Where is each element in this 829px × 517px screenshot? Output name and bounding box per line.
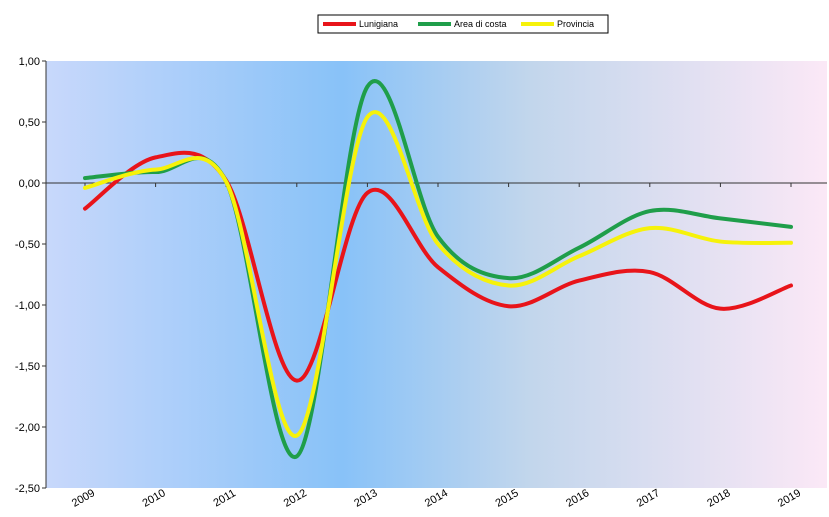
legend-label-provincia: Provincia (557, 19, 594, 29)
y-tick-label: -2,50 (15, 483, 40, 495)
y-tick-label: -1,00 (15, 300, 40, 312)
legend-label-lunigiana: Lunigiana (359, 19, 398, 29)
x-tick-label: 2011 (211, 487, 237, 509)
series-line-provincia (83, 110, 793, 438)
x-tick-label: 2014 (423, 487, 450, 510)
y-tick-label: -1,50 (15, 361, 40, 373)
x-tick-label: 2010 (140, 487, 167, 510)
y-tick-label: -0,50 (15, 239, 40, 251)
plot-area (46, 61, 827, 488)
x-tick-label: 2016 (564, 487, 591, 510)
x-tick-label: 2018 (705, 487, 732, 510)
x-tick-label: 2009 (70, 487, 97, 510)
x-tick-label: 2019 (776, 487, 803, 510)
legend-box (317, 14, 609, 34)
y-tick-label: 1,00 (19, 56, 40, 68)
x-tick-label: 2015 (493, 487, 520, 510)
y-tick-label: -2,00 (15, 422, 40, 434)
x-tick-label: 2013 (352, 487, 379, 510)
legend: Lunigiana Area di costa Provincia (317, 14, 609, 34)
x-tick-label: 2012 (282, 487, 309, 510)
y-tick-label: 0,00 (19, 178, 40, 190)
x-tick-label: 2017 (635, 487, 662, 510)
legend-label-area-di-costa: Area di costa (454, 19, 507, 29)
y-tick-label: 0,50 (19, 117, 40, 129)
